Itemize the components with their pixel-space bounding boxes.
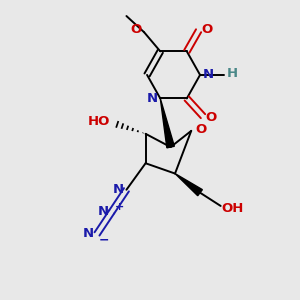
Text: +: + (115, 202, 124, 212)
Polygon shape (160, 98, 174, 148)
Text: O: O (201, 23, 212, 36)
Text: O: O (206, 111, 217, 124)
Text: N: N (83, 227, 94, 240)
Text: N: N (203, 68, 214, 81)
Polygon shape (175, 174, 202, 196)
Text: −: − (99, 233, 110, 246)
Text: H: H (226, 67, 237, 80)
Text: N: N (98, 205, 109, 218)
Text: HO: HO (87, 115, 110, 128)
Text: N: N (112, 183, 124, 196)
Text: N: N (146, 92, 158, 105)
Text: OH: OH (221, 202, 244, 215)
Text: O: O (195, 123, 206, 136)
Text: O: O (130, 23, 142, 36)
